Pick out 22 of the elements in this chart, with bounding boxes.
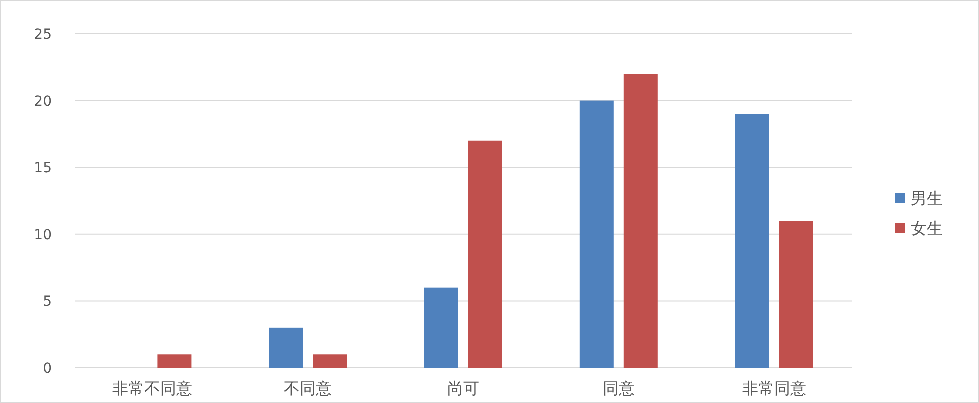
bar [468,140,502,368]
bar [624,74,658,368]
x-tick-label: 非常同意 [742,379,806,398]
x-tick-label: 不同意 [284,379,332,398]
bar [313,354,348,368]
x-tick-label: 非常不同意 [112,379,193,398]
x-tick-label: 尚可 [448,379,480,398]
y-tick-label: 5 [43,294,52,310]
y-tick-label: 25 [34,27,52,43]
bar [158,354,192,368]
legend-label: 女生 [911,219,943,238]
y-tick-label: 10 [34,227,52,244]
y-tick-label: 0 [43,361,52,377]
y-tick-label: 20 [34,94,52,110]
bar [580,100,614,368]
bar [735,114,770,368]
legend-label: 男生 [911,189,943,208]
bar [424,288,458,368]
bar [269,328,304,368]
x-tick-label: 同意 [602,379,635,398]
y-tick-label: 15 [34,160,52,177]
bar [779,221,814,368]
